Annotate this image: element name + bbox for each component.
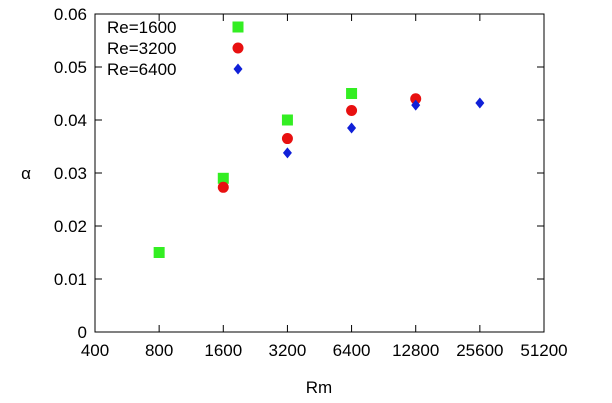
y-tick-label: 0.02 bbox=[54, 217, 87, 236]
data-points bbox=[153, 88, 485, 258]
x-tick-label: 3200 bbox=[269, 341, 307, 360]
legend-marker bbox=[232, 21, 244, 33]
data-point-square bbox=[217, 172, 229, 184]
x-tick-label: 800 bbox=[145, 341, 173, 360]
data-point-circle bbox=[217, 181, 229, 193]
x-tick-label: 1600 bbox=[204, 341, 242, 360]
x-tick-label: 12800 bbox=[392, 341, 439, 360]
y-tick-label: 0.05 bbox=[54, 58, 87, 77]
data-point-diamond bbox=[475, 97, 485, 109]
y-tick-label: 0.06 bbox=[54, 5, 87, 24]
y-tick-label: 0.01 bbox=[54, 270, 87, 289]
legend-label: Re=3200 bbox=[107, 39, 176, 58]
x-tick-label: 25600 bbox=[456, 341, 503, 360]
series-square bbox=[153, 88, 358, 258]
data-point-circle bbox=[281, 133, 293, 145]
axis-ticks: 400 800 1600 3200 6400 12800 25600 51200 0 0.01 0.… bbox=[54, 5, 568, 360]
series-diamond bbox=[282, 97, 485, 159]
x-tick-label: 6400 bbox=[333, 341, 371, 360]
x-axis-label: Rm bbox=[306, 378, 332, 397]
legend-label: Re=1600 bbox=[107, 18, 176, 37]
x-tick-label: 400 bbox=[81, 341, 109, 360]
y-tick-label: 0.03 bbox=[54, 164, 87, 183]
y-tick-label: 0 bbox=[78, 323, 87, 342]
data-point-diamond bbox=[282, 147, 292, 159]
legend-marker bbox=[232, 42, 244, 54]
data-point-circle bbox=[410, 93, 422, 105]
series-circle bbox=[217, 93, 422, 193]
data-point-square bbox=[153, 247, 165, 258]
data-point-circle bbox=[346, 104, 358, 116]
x-tick-label: 51200 bbox=[520, 341, 567, 360]
data-point-square bbox=[346, 88, 358, 99]
legend-marker bbox=[233, 63, 243, 75]
legend-label: Re=6400 bbox=[107, 60, 176, 79]
data-point-diamond bbox=[347, 122, 357, 134]
data-point-diamond bbox=[411, 99, 421, 111]
legend: Re=1600 Re=3200 Re=6400 bbox=[107, 18, 244, 79]
data-point-square bbox=[281, 114, 293, 126]
y-axis-label: α bbox=[21, 164, 31, 183]
y-tick-label: 0.04 bbox=[54, 111, 87, 130]
